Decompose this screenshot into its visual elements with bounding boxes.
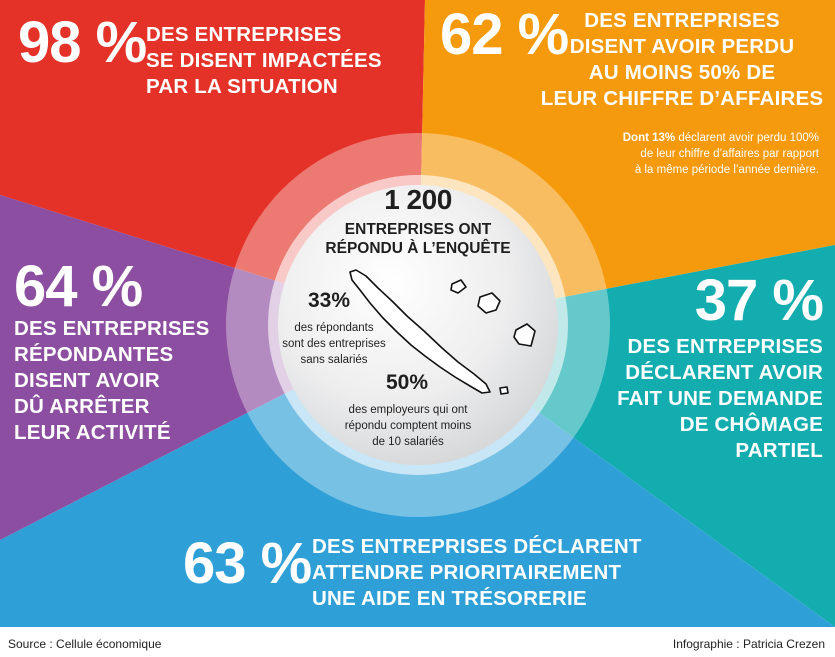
note-revenue-loss: Dont 13% déclarent avoir perdu 100% de l… xyxy=(559,130,819,178)
text-line: de 10 salariés xyxy=(372,436,444,448)
text-line: AU MOINS 50% DE xyxy=(588,61,776,84)
text-partial-unemployment: DES ENTREPRISES DÉCLARENT AVOIR FAIT UNE… xyxy=(617,334,823,464)
text-line: DES ENTREPRISES xyxy=(146,23,342,46)
text-line: LEUR CHIFFRE D’AFFAIRES xyxy=(540,87,824,110)
text-line: DES ENTREPRISES xyxy=(14,317,210,340)
text-line: RÉPONDU À L’ENQUÊTE xyxy=(325,240,511,257)
text-line: sont des entreprises xyxy=(282,338,386,350)
text-line: DISENT AVOIR xyxy=(14,369,160,392)
text-impacted: DES ENTREPRISES SE DISENT IMPACTÉES PAR … xyxy=(146,22,382,100)
text-line: des répondants xyxy=(294,322,374,334)
note-line: Dont 13% déclarent avoir perdu 100% xyxy=(559,130,819,146)
text-line: DÛ ARRÊTER xyxy=(14,395,150,418)
pct-impacted: 98 % xyxy=(18,10,147,75)
note-emphasis: Dont 13% xyxy=(622,132,676,144)
stat-no-employees-text: des répondants sont des entreprises sans… xyxy=(264,320,404,368)
text-line: PARTIEL xyxy=(735,439,823,462)
text-revenue-loss: DES ENTREPRISES DISENT AVOIR PERDU AU MO… xyxy=(540,8,824,112)
text-line: DISENT AVOIR PERDU xyxy=(569,35,795,58)
text-line: RÉPONDANTES xyxy=(14,343,174,366)
pct-partial-unemployment: 37 % xyxy=(694,268,824,333)
text-line: LEUR ACTIVITÉ xyxy=(14,421,171,444)
text-line: sans salariés xyxy=(300,354,368,366)
respondent-count: 1 200 xyxy=(384,184,452,215)
text-line: DES ENTREPRISES xyxy=(584,9,780,32)
text-line: ENTREPRISES ONT xyxy=(344,221,492,238)
stat-small-employers-pct: 50% xyxy=(385,371,429,394)
text-line: des employeurs qui ont xyxy=(348,404,468,416)
slice-treasury-aid xyxy=(0,325,835,627)
text-line: PAR LA SITUATION xyxy=(146,75,338,98)
pct-treasury-aid: 63 % xyxy=(183,531,312,596)
pct-revenue-loss: 62 % xyxy=(440,2,569,67)
source-credit: Source : Cellule économique xyxy=(8,637,162,651)
text-line: répondu comptent moins xyxy=(344,420,472,432)
slice-stopped-activity xyxy=(0,195,418,540)
stat-no-employees-pct: 33% xyxy=(307,289,351,312)
text-stopped-activity: DES ENTREPRISES RÉPONDANTES DISENT AVOIR… xyxy=(14,316,210,446)
new-caledonia-map-icon xyxy=(349,269,536,395)
text-line: SE DISENT IMPACTÉES xyxy=(146,49,382,72)
text-line: DES ENTREPRISES xyxy=(627,335,823,358)
text-line: DÉCLARENT AVOIR xyxy=(625,361,823,384)
text-line: FAIT UNE DEMANDE xyxy=(617,387,823,410)
pct-stopped-activity: 64 % xyxy=(14,254,143,319)
note-line: à la même période l’année dernière. xyxy=(634,164,819,176)
text-treasury-aid: DES ENTREPRISES DÉCLARENT ATTENDRE PRIOR… xyxy=(312,534,642,612)
respondent-count-label: ENTREPRISES ONT RÉPONDU À L’ENQUÊTE xyxy=(316,220,520,258)
text-line: ATTENDRE PRIORITAIREMENT xyxy=(312,561,622,584)
note-text: déclarent avoir perdu 100% xyxy=(675,132,819,144)
note-line: de leur chiffre d’affaires par rapport xyxy=(640,148,819,160)
text-line: DES ENTREPRISES DÉCLARENT xyxy=(312,535,642,558)
infographic-credit: Infographie : Patricia Crezen xyxy=(672,637,825,651)
stat-small-employers-text: des employeurs qui ont répondu comptent … xyxy=(338,402,478,450)
text-line: UNE AIDE EN TRÉSORERIE xyxy=(312,587,587,610)
text-line: DE CHÔMAGE xyxy=(679,413,823,436)
